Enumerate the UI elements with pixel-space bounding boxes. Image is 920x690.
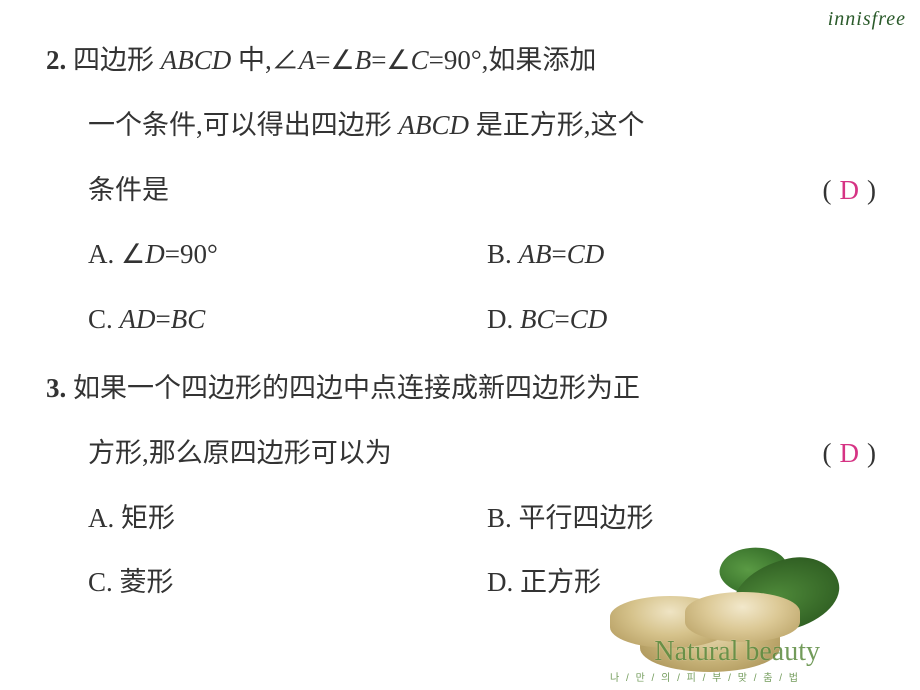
q2-line1: 2. 四边形 ABCD 中,∠A=∠B=∠C=90°,如果添加 <box>46 28 876 93</box>
content-area: 2. 四边形 ABCD 中,∠A=∠B=∠C=90°,如果添加 一个条件,可以得… <box>46 28 876 619</box>
q3-choice-d: D. 正方形 <box>487 550 876 615</box>
q2-choice-a: A. ∠D=90° <box>88 222 477 287</box>
q2-answer: D <box>832 175 868 205</box>
q3-choice-b: B. 平行四边形 <box>487 486 876 551</box>
q2-line3: 条件是 (D) <box>46 158 876 223</box>
q3-choice-c: C. 菱形 <box>88 550 477 615</box>
q3-line1: 3. 如果一个四边形的四边中点连接成新四边形为正 <box>46 356 876 421</box>
brand-text: Natural beauty <box>654 636 820 668</box>
q3-answer-paren: (D) <box>823 421 877 486</box>
q3-choices: A. 矩形 B. 平行四边形 C. 菱形 D. 正方形 <box>46 486 876 616</box>
q3-stem-tail: 方形,那么原四边形可以为 <box>88 421 392 486</box>
q2-choice-c: C. AD=BC <box>88 287 477 352</box>
q2-choice-d: D. BC=CD <box>487 287 876 352</box>
q2-stem-tail: 条件是 <box>88 158 169 223</box>
brand-subtext: 나 / 만 / 의 / 피 / 부 / 맞 / 춤 / 법 <box>610 669 800 684</box>
q2-line2: 一个条件,可以得出四边形 ABCD 是正方形,这个 <box>46 93 876 158</box>
q2-choices: A. ∠D=90° B. AB=CD C. AD=BC D. BC=CD <box>46 222 876 352</box>
q3-line2: 方形,那么原四边形可以为 (D) <box>46 421 876 486</box>
q3-number: 3. <box>46 373 66 403</box>
q2-choice-b: B. AB=CD <box>487 222 876 287</box>
q3-answer: D <box>832 438 868 468</box>
question-3: 3. 如果一个四边形的四边中点连接成新四边形为正 方形,那么原四边形可以为 (D… <box>46 356 876 615</box>
q3-choice-a: A. 矩形 <box>88 486 477 551</box>
question-2: 2. 四边形 ABCD 中,∠A=∠B=∠C=90°,如果添加 一个条件,可以得… <box>46 28 876 352</box>
q2-answer-paren: (D) <box>823 158 877 223</box>
q2-number: 2. <box>46 45 66 75</box>
